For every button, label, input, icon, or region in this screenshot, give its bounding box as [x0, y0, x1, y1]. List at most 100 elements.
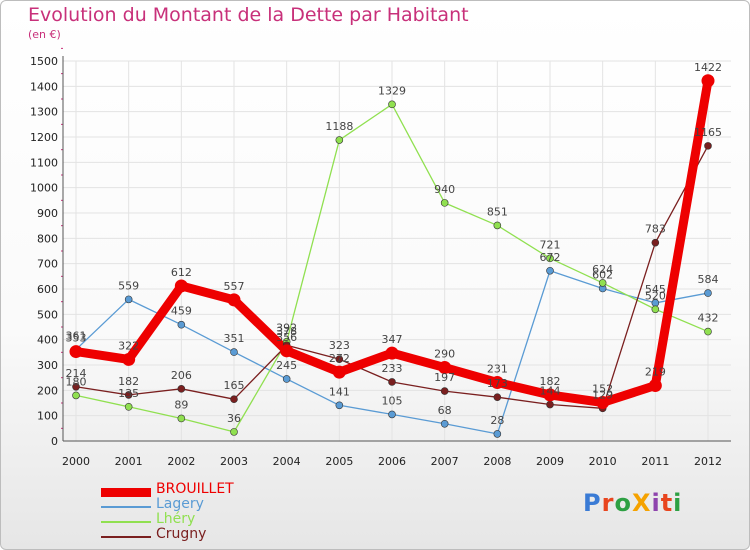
y-tick-label: 200 — [37, 384, 58, 397]
y-tick-label: 400 — [37, 334, 58, 347]
data-point — [388, 410, 396, 419]
data-label: 197 — [434, 371, 455, 384]
data-label: 219 — [645, 366, 666, 379]
data-point — [493, 393, 502, 401]
logo-letter: X — [631, 489, 652, 517]
logo-letter: o — [614, 489, 632, 517]
data-point — [230, 348, 238, 356]
data-label: 129 — [592, 388, 613, 401]
legend-item: BROUILLET — [101, 481, 301, 499]
x-tick-label: 2006 — [378, 455, 406, 468]
data-label: 347 — [382, 333, 403, 346]
x-tick-label: 2008 — [483, 455, 511, 468]
data-label: 272 — [329, 352, 350, 365]
data-label: 721 — [540, 238, 561, 251]
data-label: 584 — [698, 273, 719, 286]
data-label: 231 — [487, 362, 508, 375]
legend-swatch — [101, 521, 151, 523]
y-tick-label: 500 — [37, 308, 58, 321]
data-label: 1329 — [378, 84, 406, 97]
data-point — [124, 295, 133, 304]
data-label: 940 — [434, 183, 455, 196]
x-tick-label: 2007 — [431, 455, 459, 468]
data-point — [490, 375, 504, 389]
data-point — [546, 254, 554, 263]
data-point — [701, 74, 715, 88]
data-point — [335, 355, 344, 363]
y-tick-label: 1200 — [30, 131, 58, 144]
data-label: 206 — [171, 369, 192, 382]
data-label: 1188 — [325, 120, 353, 133]
data-label: 245 — [276, 359, 297, 372]
x-tick-label: 2011 — [641, 455, 669, 468]
logo-letter: t — [660, 489, 674, 517]
data-label: 165 — [224, 379, 245, 392]
data-point — [388, 378, 396, 386]
data-point — [704, 142, 712, 150]
data-label: 180 — [66, 375, 87, 388]
legend-swatch — [101, 536, 151, 538]
logo-letter: i — [651, 489, 661, 517]
data-label: 1165 — [694, 126, 722, 139]
legend-item: Lagery — [101, 496, 301, 514]
data-point — [177, 385, 186, 393]
y-tick-label: 600 — [37, 283, 58, 296]
data-label: 672 — [540, 251, 561, 264]
data-point — [122, 352, 136, 366]
x-tick-label: 2009 — [536, 455, 564, 468]
data-label: 214 — [66, 367, 87, 380]
data-label: 173 — [487, 377, 508, 390]
legend-label: Lhéry — [156, 511, 196, 527]
x-tick-label: 2004 — [273, 455, 301, 468]
x-tick-label: 2001 — [115, 455, 143, 468]
x-tick-label: 2003 — [220, 455, 248, 468]
data-label: 612 — [171, 266, 192, 279]
legend-label: BROUILLET — [156, 481, 234, 497]
data-label: 459 — [171, 305, 192, 318]
data-point — [280, 344, 294, 358]
data-label: 557 — [224, 280, 245, 293]
y-tick-label: 1400 — [30, 80, 58, 93]
data-point — [440, 199, 449, 207]
data-label: 520 — [645, 289, 666, 302]
data-label: 28 — [490, 414, 504, 427]
data-label: 89 — [174, 398, 188, 411]
data-point — [438, 361, 452, 375]
data-label: 624 — [592, 263, 613, 276]
data-label: 392 — [276, 322, 297, 335]
data-label: 783 — [645, 223, 666, 236]
data-point — [72, 391, 80, 400]
legend-label: Crugny — [156, 526, 207, 542]
data-label: 152 — [592, 382, 613, 395]
data-point — [596, 395, 610, 409]
data-point — [546, 266, 554, 275]
legend-swatch — [101, 487, 151, 497]
data-point — [648, 379, 662, 393]
logo-letter: P — [583, 489, 602, 517]
y-tick-label: 1000 — [30, 182, 58, 195]
x-tick-label: 2000 — [62, 455, 90, 468]
x-tick-label: 2010 — [589, 455, 617, 468]
data-label: 141 — [329, 385, 350, 398]
x-tick-label: 2005 — [325, 455, 353, 468]
data-point — [124, 402, 133, 411]
data-label: 105 — [382, 394, 403, 407]
data-point — [124, 391, 133, 399]
data-label: 361 — [66, 330, 87, 343]
y-tick-label: 0 — [51, 435, 58, 448]
y-tick-label: 300 — [37, 359, 58, 372]
y-tick-label: 700 — [37, 258, 58, 271]
data-label: 68 — [438, 404, 452, 417]
legend: BROUILLET Lagery Lhéry Crugny — [101, 481, 301, 544]
data-point — [230, 428, 238, 436]
data-point — [440, 387, 449, 395]
y-tick-label: 1500 — [30, 55, 58, 68]
data-label: 233 — [382, 362, 403, 375]
data-point — [651, 305, 660, 314]
y-tick-label: 900 — [37, 207, 58, 220]
data-label: 144 — [540, 385, 561, 398]
data-label: 290 — [434, 348, 455, 361]
data-point — [174, 279, 188, 293]
